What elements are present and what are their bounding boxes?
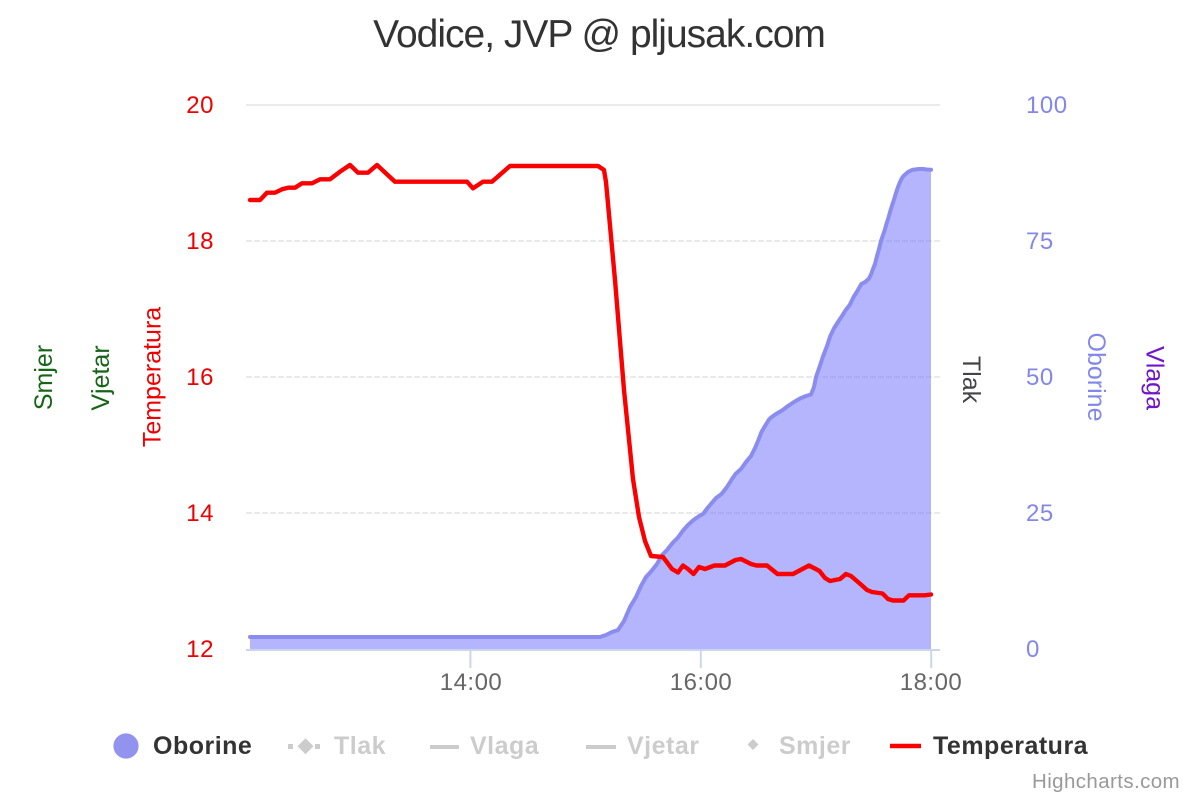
svg-text:Smjer: Smjer bbox=[779, 732, 851, 760]
svg-text:Smjer: Smjer bbox=[30, 345, 58, 410]
svg-text:14: 14 bbox=[186, 500, 214, 527]
svg-text:18: 18 bbox=[186, 228, 214, 255]
svg-text:100: 100 bbox=[1026, 92, 1068, 119]
svg-text:16:00: 16:00 bbox=[670, 669, 733, 696]
svg-text:14:00: 14:00 bbox=[440, 669, 503, 696]
svg-text:Temperatura: Temperatura bbox=[933, 732, 1089, 760]
svg-text:Temperatura: Temperatura bbox=[139, 307, 167, 447]
svg-text:Vlaga: Vlaga bbox=[1141, 346, 1169, 410]
svg-text:75: 75 bbox=[1026, 228, 1054, 255]
svg-text:25: 25 bbox=[1026, 500, 1054, 527]
svg-text:Tlak: Tlak bbox=[957, 356, 985, 404]
svg-text:Vjetar: Vjetar bbox=[87, 345, 115, 410]
svg-text:16: 16 bbox=[186, 364, 214, 391]
svg-text:Vlaga: Vlaga bbox=[470, 732, 540, 760]
svg-text:50: 50 bbox=[1026, 364, 1054, 391]
svg-text:12: 12 bbox=[186, 636, 214, 663]
svg-text:18:00: 18:00 bbox=[900, 669, 963, 696]
svg-text:Highcharts.com: Highcharts.com bbox=[1032, 770, 1180, 793]
svg-text:Oborine: Oborine bbox=[1082, 333, 1110, 422]
svg-text:Vjetar: Vjetar bbox=[627, 732, 699, 760]
svg-text:20: 20 bbox=[186, 92, 214, 119]
svg-text:Oborine: Oborine bbox=[153, 732, 252, 760]
svg-text:0: 0 bbox=[1026, 636, 1040, 663]
svg-text:Vodice, JVP @ pljusak.com: Vodice, JVP @ pljusak.com bbox=[373, 13, 825, 56]
svg-text:Tlak: Tlak bbox=[334, 732, 386, 760]
